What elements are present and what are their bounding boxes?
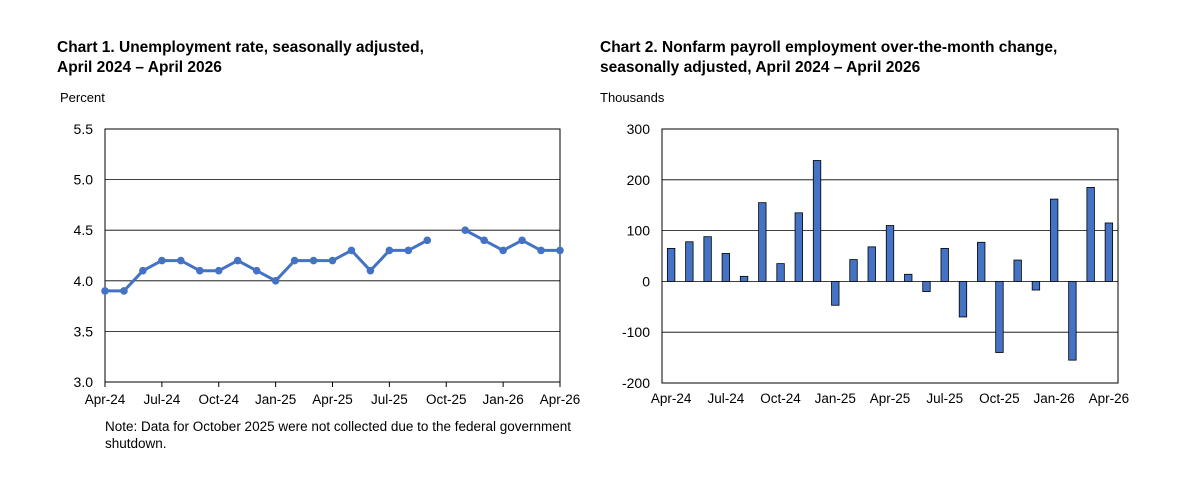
- chart2-bar: [958, 280, 968, 318]
- chart2-x-tick-label: Jan-26: [1034, 391, 1075, 406]
- chart2-y-tick-label: 0: [642, 273, 650, 289]
- chart2-y-unit-label: Thousands: [600, 90, 665, 105]
- chart1-title-line1: Chart 1. Unemployment rate, seasonally a…: [57, 39, 424, 56]
- chart1-y-tick-label: 4.5: [74, 222, 94, 238]
- chart1-data-point: [423, 236, 432, 245]
- chart1-data-point: [252, 266, 261, 275]
- payroll-bar-chart: -200 -100 0 100 200 300 Apr-24 Jul-24 Oct-24 Jan-…: [622, 121, 1129, 406]
- chart2-bar: [940, 247, 949, 282]
- chart1-data-point: [233, 256, 242, 265]
- chart1-x-tick-label: Jan-26: [482, 392, 523, 407]
- chart1-y-tick-label: 4.0: [74, 273, 94, 289]
- chart2-bar: [1086, 187, 1095, 282]
- chart2-bar: [922, 280, 931, 292]
- chart2-x-tick-label: Jul-25: [926, 391, 963, 406]
- chart2-bar: [703, 236, 712, 282]
- chart1-x-tick-label: Jul-25: [371, 392, 408, 407]
- chart2-title-line1: Chart 2. Nonfarm payroll employment over…: [600, 39, 1058, 56]
- chart1-y-tick-label: 5.5: [74, 121, 94, 137]
- chart2-bar: [867, 246, 876, 282]
- chart2-x-tick-label: Oct-25: [979, 391, 1020, 406]
- chart2-bar: [831, 280, 840, 306]
- chart2-bar: [666, 247, 676, 282]
- chart1-data-point: [461, 226, 470, 234]
- chart2-title-line2: seasonally adjusted, April 2024 – April …: [600, 59, 921, 76]
- chart1-y-tick-label: 3.0: [74, 374, 94, 390]
- chart2-plot-border: [661, 128, 1119, 384]
- chart1-series-line: [464, 228, 560, 252]
- chart2-bar: [1050, 198, 1059, 282]
- chart2-bar: [1104, 222, 1114, 282]
- chart1-data-point: [518, 236, 526, 245]
- chart2-x-tick-label: Apr-26: [1089, 391, 1130, 406]
- chart2-bar: [904, 273, 913, 282]
- chart1-series-line: [105, 238, 429, 293]
- chart2-x-tick-label: Oct-24: [760, 391, 801, 406]
- chart2-bar: [685, 241, 694, 282]
- chart2-bar: [1031, 280, 1041, 291]
- chart2-bar: [776, 263, 785, 282]
- chart2-x-tick-label: Jan-25: [815, 391, 856, 406]
- chart2-bar: [739, 275, 749, 282]
- chart2-x-tick-label: Jul-24: [707, 391, 744, 406]
- chart1-data-point: [328, 256, 337, 265]
- chart2-bar: [1013, 259, 1022, 282]
- chart1-data-point: [480, 236, 488, 245]
- chart1-x-tick-label: Apr-25: [312, 392, 353, 407]
- chart1-x-tick-label: Apr-26: [540, 392, 581, 407]
- chart1-data-point: [366, 266, 375, 275]
- chart1-data-point: [290, 256, 299, 265]
- chart2-y-tick-label: 100: [627, 223, 651, 239]
- chart1-title: Chart 1. Unemployment rate, seasonally a…: [57, 38, 537, 78]
- chart1-note: Note: Data for October 2025 were not col…: [105, 419, 572, 451]
- chart2-y-tick-label: -200: [622, 375, 650, 391]
- chart1-data-point: [195, 266, 204, 275]
- chart2-y-tick-label: -100: [622, 324, 650, 340]
- chart1-x-tick-label: Jul-24: [143, 392, 180, 407]
- chart1-x-tick-label: Oct-24: [198, 392, 239, 407]
- chart2-title: Chart 2. Nonfarm payroll employment over…: [600, 38, 1160, 78]
- chart1-data-point: [271, 277, 280, 285]
- unemployment-line-chart: 3.0 3.5 4.0 4.5 5.0 5.5 Apr-24 Jul-24 Oct-24 Jan-…: [74, 121, 581, 407]
- chart1-title-line2: April 2024 – April 2026: [57, 59, 222, 76]
- chart2-y-tick-label: 300: [627, 121, 651, 137]
- chart2-x-tick-label: Apr-25: [870, 391, 911, 406]
- chart1-data-point: [214, 266, 223, 275]
- chart1-data-point: [309, 256, 318, 265]
- chart2-bar: [758, 202, 767, 282]
- chart1-data-point: [139, 266, 147, 275]
- chart1-data-point: [556, 246, 564, 255]
- chart1-y-tick-label: 5.0: [74, 172, 94, 188]
- chart1-data-point: [404, 246, 413, 255]
- chart1-data-point: [158, 256, 166, 265]
- chart1-data-point: [101, 287, 109, 295]
- chart2-bar: [995, 280, 1004, 353]
- chart1-data-point: [177, 256, 185, 265]
- chart2-x-tick-label: Apr-24: [651, 391, 692, 406]
- chart2-bar: [1068, 280, 1077, 361]
- chart1-data-point: [385, 246, 394, 255]
- chart1-plot-border: [104, 128, 561, 383]
- chart1-data-point: [537, 246, 545, 255]
- chart2-bar: [977, 241, 986, 282]
- chart1-data-point: [120, 287, 128, 295]
- chart2-bar: [812, 160, 822, 282]
- chart1-data-point: [499, 246, 507, 255]
- chart2-y-tick-label: 200: [627, 172, 651, 188]
- chart1-y-tick-label: 3.5: [74, 323, 94, 339]
- chart2-bar: [721, 253, 730, 282]
- chart1-x-tick-label: Oct-25: [426, 392, 467, 407]
- chart1-data-point: [347, 246, 356, 255]
- chart1-x-tick-label: Jan-25: [255, 392, 296, 407]
- chart2-bar: [794, 212, 803, 282]
- chart1-x-tick-label: Apr-24: [85, 392, 126, 407]
- chart2-bar: [849, 259, 858, 282]
- chart2-bar: [885, 225, 895, 282]
- chart1-y-unit-label: Percent: [60, 90, 105, 105]
